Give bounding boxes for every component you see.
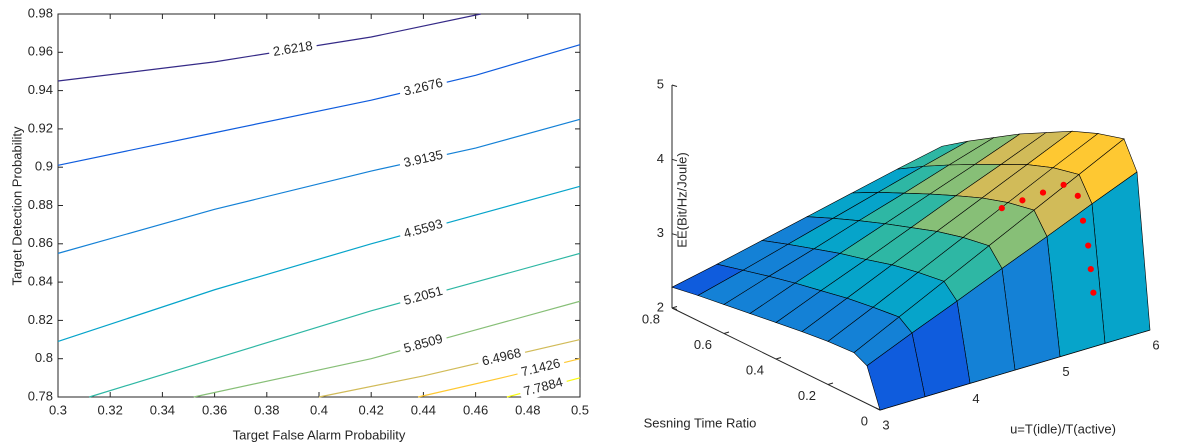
z-axis-label-3d: EE(Bit/Hz/Joule) [674,152,689,247]
x-tick-label: 0.42 [359,402,384,417]
optimum-marker [1085,242,1092,249]
x-tick-label: 0.3 [49,402,67,417]
z-tick-label: 4 [657,151,664,166]
contour-line [57,185,581,343]
optimum-marker [1087,266,1094,273]
x-tick-label: 0.4 [310,402,328,417]
z-tick [671,84,678,87]
y-tick-label: 0.96 [28,44,53,59]
z-tick [671,158,678,162]
z-tick [671,233,678,236]
x-tick-label: 6 [1152,337,1159,352]
z-tick-label: 2 [657,299,664,314]
contour-label-bg [398,330,449,359]
z-tick-label: 3 [657,225,664,240]
x-tick-label: 4 [972,391,979,406]
contour-line [57,118,581,254]
optimum-marker [1090,289,1097,296]
contour-line [57,44,581,166]
optimum-marker [1019,197,1026,204]
x-tick-label: 0.5 [571,402,589,417]
y-tick-label: 0.8 [642,311,660,326]
z-tick [671,307,678,310]
y-tick-label: 0.9 [35,159,53,174]
y-tick [723,331,730,334]
y-tick-label: 0.94 [28,82,53,97]
contour-label: 2.6218 [272,38,314,59]
contour-label-bg [518,373,569,402]
y-tick [775,357,782,360]
y-tick-label: 0.98 [28,5,53,20]
y-tick-label: 0.4 [746,362,764,377]
z-tick-label: 5 [657,76,664,91]
y-tick-label: 0 [861,413,868,428]
contour-label-bg [398,74,449,102]
y-tick-label: 0.6 [694,337,712,352]
y-tick-label: 0.84 [28,274,53,289]
x-tick-label: 0.34 [150,402,175,417]
y-tick-label: 0.8 [35,350,53,365]
y-tick-label: 0.78 [28,388,53,403]
y-axis-label: Target Detection Probability [9,126,24,285]
contour-line [89,252,581,398]
x-tick-label: 0.36 [202,402,227,417]
x-tick-label: 0.38 [254,402,279,417]
x-tick-label: 0.46 [463,402,488,417]
y-axis-label-3d: Sesning Time Ratio [644,415,757,430]
y-tick-label: 0.92 [28,120,53,135]
optimum-marker [1074,192,1081,199]
x-tick [875,407,881,411]
optimum-marker [1060,181,1067,188]
x-tick-label: 3 [882,417,889,432]
contour-label-bg [398,146,449,173]
x-axis-label-3d: u=T(idle)/T(active) [1010,421,1116,436]
contour-label-bg [398,282,449,311]
x-tick-label: 0.32 [98,402,123,417]
y-tick-label: 0.2 [798,388,816,403]
contour-label-bg [267,37,318,62]
contour-line [318,338,581,398]
y-tick-label: 0.88 [28,197,53,212]
contour-label-bg [476,344,527,371]
x-tick-label: 0.48 [515,402,540,417]
x-axis-label: Target False Alarm Probability [233,427,406,442]
surface-patch [866,332,926,411]
optimum-marker [1079,217,1087,224]
y-tick-label: 0.86 [28,235,53,250]
x-tick-label: 5 [1062,364,1069,379]
optimum-marker [998,205,1005,212]
y-tick [827,382,834,385]
optimum-marker [1039,189,1047,196]
contour-label-bg [398,215,449,244]
contour-label-bg [515,354,567,382]
x-tick-label: 0.44 [411,402,436,417]
y-tick-label: 0.82 [28,312,53,327]
